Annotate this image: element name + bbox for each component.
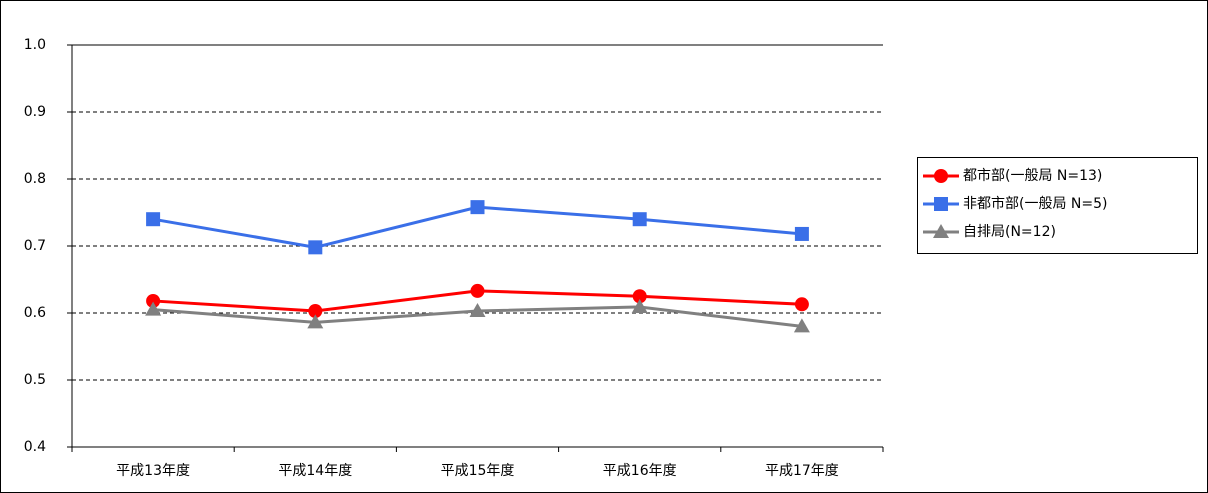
data-point xyxy=(632,212,647,227)
x-tick-label: 平成14年度 xyxy=(278,463,352,479)
data-point xyxy=(632,289,647,304)
y-tick-label: 0.7 xyxy=(24,238,46,254)
x-tick-label: 平成15年度 xyxy=(441,463,515,479)
data-point xyxy=(631,298,648,313)
data-point xyxy=(794,226,809,241)
x-tick-label: 平成17年度 xyxy=(765,463,839,479)
y-tick-label: 0.8 xyxy=(24,171,46,187)
y-tick-label: 0.4 xyxy=(24,439,46,455)
y-tick-label: 0.9 xyxy=(24,104,46,120)
y-tick-label: 0.6 xyxy=(24,305,46,321)
x-tick-label: 平成16年度 xyxy=(603,463,677,479)
legend-marker xyxy=(933,224,949,238)
data-point xyxy=(308,303,323,318)
legend-label: 非都市部(一般局 N=5) xyxy=(963,195,1107,212)
y-tick-label: 1.0 xyxy=(24,37,46,53)
data-point xyxy=(470,283,485,298)
legend-box xyxy=(917,157,1198,254)
x-tick-label: 平成13年度 xyxy=(116,463,190,479)
data-point xyxy=(145,301,162,316)
legend-label: 都市部(一般局 N=13) xyxy=(963,167,1102,184)
data-point xyxy=(793,318,810,333)
legend-label: 自排局(N=12) xyxy=(963,224,1056,240)
data-point xyxy=(470,200,485,215)
data-point xyxy=(794,297,809,312)
y-tick-label: 0.5 xyxy=(24,372,46,388)
legend-marker xyxy=(934,197,948,211)
data-point xyxy=(146,212,161,227)
data-point xyxy=(146,293,161,308)
data-point xyxy=(307,314,324,329)
data-point xyxy=(469,302,486,317)
legend-marker xyxy=(934,169,948,183)
data-point xyxy=(308,240,323,255)
